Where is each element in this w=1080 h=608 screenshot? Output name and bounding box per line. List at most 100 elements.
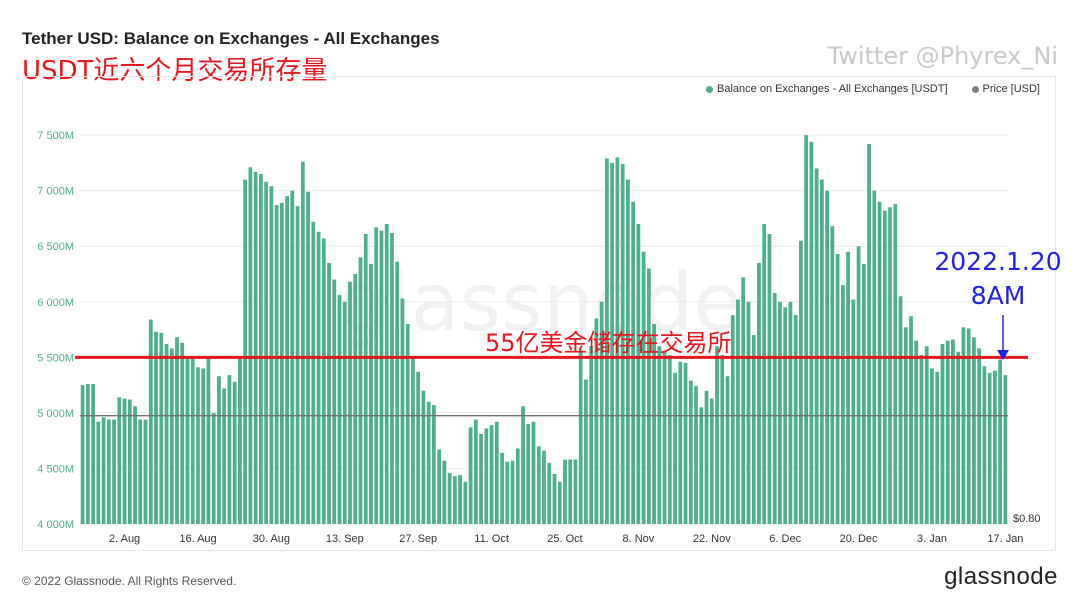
bar[interactable] [311,221,316,524]
bar[interactable] [694,386,698,524]
bar[interactable] [584,379,588,524]
bar[interactable] [468,427,473,524]
bar[interactable] [547,462,552,524]
bar[interactable] [877,201,882,524]
bar[interactable] [175,337,179,524]
bar[interactable] [321,238,326,524]
bar[interactable] [531,421,536,524]
bar[interactable] [778,301,782,524]
bar[interactable] [741,277,746,524]
bar[interactable] [374,227,379,524]
bar[interactable] [935,371,940,524]
bar[interactable] [447,472,452,524]
bar[interactable] [919,355,924,524]
bar[interactable] [615,157,620,524]
bar[interactable] [342,301,347,524]
bar[interactable] [709,398,714,524]
bar[interactable] [542,450,546,524]
bar[interactable] [809,141,814,524]
bar[interactable] [641,251,646,524]
bar[interactable] [295,206,300,524]
bar[interactable] [258,174,263,524]
bar[interactable] [85,384,90,524]
bar[interactable] [489,425,494,524]
bar[interactable] [793,315,798,524]
bar[interactable] [683,362,688,524]
bar[interactable] [678,361,683,524]
bar[interactable] [337,295,342,524]
bar[interactable] [636,224,641,524]
bar[interactable] [379,230,384,525]
bar[interactable] [830,226,835,524]
bar[interactable] [835,254,840,524]
bar[interactable] [411,357,415,524]
bar[interactable] [762,224,767,524]
bar[interactable] [720,355,725,524]
bar[interactable] [521,406,525,524]
bar[interactable] [463,481,468,524]
bar[interactable] [133,406,137,524]
bar[interactable] [657,346,662,524]
bar[interactable] [725,376,730,524]
bar[interactable] [699,407,704,524]
bar[interactable] [557,481,562,524]
bar[interactable] [384,224,389,524]
bar[interactable] [903,327,908,524]
bar[interactable] [888,207,892,524]
bar[interactable] [704,390,709,524]
bar[interactable] [80,385,85,524]
bar[interactable] [432,405,436,524]
bar[interactable] [248,167,253,524]
bar[interactable] [578,349,583,524]
bar[interactable] [746,301,751,524]
bar[interactable] [479,434,483,524]
bar[interactable] [594,318,599,524]
bar[interactable] [757,262,761,524]
bar[interactable] [127,399,132,524]
bar[interactable] [767,234,772,524]
bar[interactable] [940,344,945,524]
bar[interactable] [96,421,101,524]
bar[interactable] [589,346,594,524]
bar[interactable] [395,261,400,524]
bar[interactable] [599,301,604,524]
bar[interactable] [646,268,651,524]
bar[interactable] [998,359,1003,524]
bar[interactable] [269,186,274,524]
bar[interactable] [154,331,158,524]
bar[interactable] [1003,375,1008,524]
bar[interactable] [851,299,856,524]
bar[interactable] [814,168,819,524]
bar[interactable] [421,390,426,524]
bar[interactable] [164,344,169,524]
bar[interactable] [563,459,567,524]
bar[interactable] [390,232,394,524]
bar[interactable] [264,181,269,524]
bar[interactable] [982,366,987,524]
bar[interactable] [966,328,971,524]
bar[interactable] [206,356,211,524]
bar[interactable] [122,398,127,524]
bar[interactable] [930,368,934,524]
bar[interactable] [500,452,504,524]
bar[interactable] [573,459,578,524]
legend-item-price[interactable]: Price [USD] [971,83,1040,95]
bar[interactable] [138,419,143,524]
bar[interactable] [730,315,735,524]
bar[interactable] [898,296,903,524]
bar[interactable] [772,292,777,524]
bar[interactable] [201,368,206,524]
bar[interactable] [620,164,625,524]
bar[interactable] [300,161,305,524]
bar[interactable] [327,262,331,524]
bar[interactable] [332,279,337,524]
bar[interactable] [243,179,248,524]
bar[interactable] [91,384,95,524]
bar[interactable] [751,335,756,524]
bar[interactable] [893,204,898,524]
bar[interactable] [736,299,740,524]
bar[interactable] [101,417,106,524]
bar[interactable] [358,257,363,524]
bar[interactable] [227,375,232,524]
bar[interactable] [667,355,672,524]
